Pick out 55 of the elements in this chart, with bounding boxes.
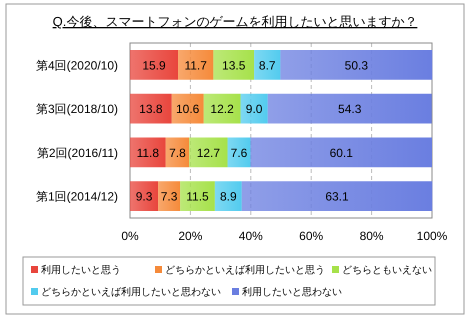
bar — [204, 94, 241, 124]
data-label: 7.6 — [230, 146, 248, 160]
bar — [228, 138, 250, 168]
bar — [240, 94, 268, 124]
bar — [130, 181, 158, 211]
x-tick-label: 100% — [416, 229, 448, 243]
legend-label: 利用したいと思わない — [242, 286, 342, 298]
x-tick-label: 80% — [360, 229, 384, 243]
data-label: 11.5 — [186, 190, 210, 204]
x-tick-label: 40% — [238, 229, 264, 243]
y-tick-label: 第4回(2020/10) — [36, 58, 118, 72]
data-label: 63.1 — [325, 190, 350, 204]
data-label: 12.7 — [196, 146, 220, 160]
data-label: 15.9 — [142, 58, 166, 72]
bar — [130, 50, 178, 80]
x-tick-label: 0% — [121, 229, 139, 243]
data-label: 9.0 — [246, 102, 263, 116]
bar — [280, 50, 432, 80]
data-label: 9.3 — [136, 190, 153, 204]
y-tick-label: 第2回(2016/11) — [36, 146, 118, 160]
x-tick-label: 60% — [299, 229, 324, 243]
data-label: 11.8 — [136, 146, 160, 160]
data-label: 8.9 — [220, 190, 237, 204]
data-label: 54.3 — [338, 102, 362, 116]
data-label: 8.7 — [258, 58, 276, 72]
chart-title: Q.今後、スマートフォンのゲームを利用したいと思いますか？ — [52, 14, 418, 29]
legend-label: どちらともいえない — [342, 265, 432, 276]
data-label: 60.1 — [330, 146, 354, 160]
bar — [242, 181, 432, 211]
bar — [130, 94, 172, 124]
data-label: 13.5 — [222, 58, 246, 72]
data-label: 7.8 — [169, 146, 186, 160]
legend-label: どちらかといえば利用したいと思う — [165, 264, 325, 276]
legend-label: どちらかといえば利用したいと思わない — [41, 286, 221, 298]
data-label: 12.2 — [210, 102, 234, 116]
bar — [180, 181, 215, 211]
bar — [158, 181, 180, 211]
data-label: 11.7 — [184, 58, 208, 72]
bar — [172, 94, 204, 124]
bar — [189, 138, 228, 168]
data-label: 50.3 — [344, 58, 368, 72]
y-tick-label: 第1回(2014/12) — [36, 190, 118, 204]
legend-label: 利用したいと思う — [41, 264, 121, 276]
x-tick-label: 20% — [178, 229, 203, 243]
bar — [178, 50, 214, 80]
data-label: 7.3 — [160, 190, 178, 204]
data-label: 10.6 — [176, 102, 200, 116]
bar — [254, 50, 280, 80]
data-label: 13.8 — [139, 102, 163, 116]
bar — [130, 138, 166, 168]
bar — [166, 138, 190, 168]
bar — [268, 94, 432, 124]
bar — [213, 50, 254, 80]
bar — [250, 138, 432, 168]
y-tick-label: 第3回(2018/10) — [36, 102, 118, 116]
